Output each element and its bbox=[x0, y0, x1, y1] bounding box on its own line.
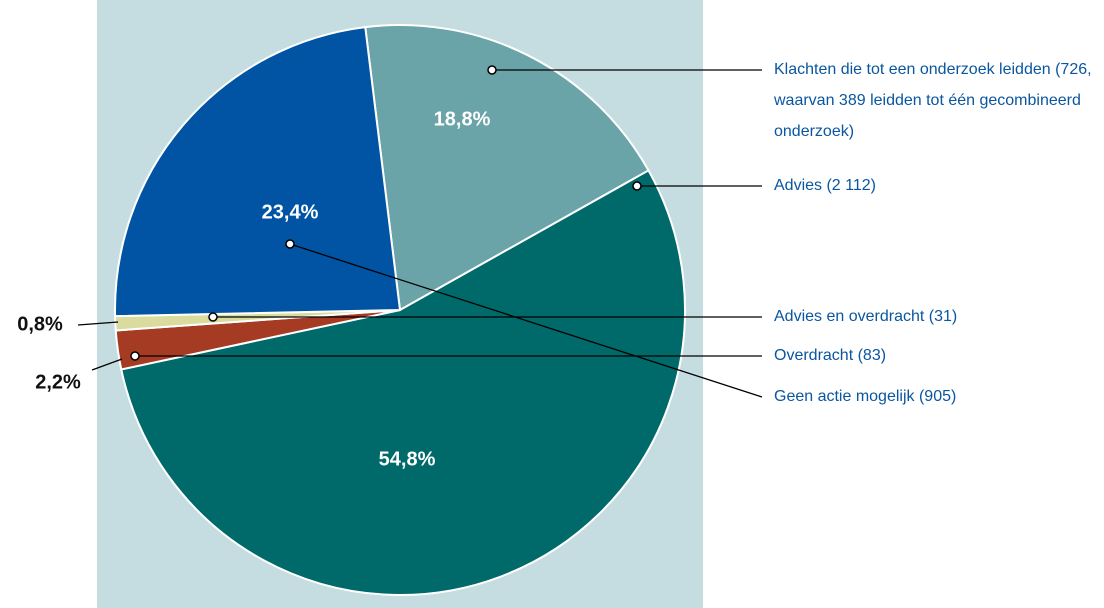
leader-dot bbox=[285, 239, 295, 249]
category-label: Overdracht (83) bbox=[774, 347, 887, 364]
category-label: Advies en overdracht (31) bbox=[774, 308, 958, 325]
category-label: Advies (2 112) bbox=[774, 177, 876, 194]
pie-slice bbox=[364, 24, 650, 312]
label-leader bbox=[91, 358, 123, 371]
label-leader bbox=[77, 321, 119, 326]
value-label: 54,8% bbox=[379, 448, 436, 470]
leader-dot bbox=[130, 351, 140, 361]
leader-dot bbox=[632, 181, 642, 191]
category-label: Klachten die tot een onderzoek leidden (… bbox=[774, 61, 1092, 140]
leader-dot bbox=[487, 65, 497, 75]
value-label: 0,8% bbox=[17, 313, 63, 335]
pie-slice bbox=[114, 26, 402, 318]
pie-slice bbox=[120, 169, 686, 596]
category-label: Geen actie mogelijk (905) bbox=[774, 388, 957, 405]
value-label: 18,8% bbox=[434, 108, 491, 130]
leader-dot bbox=[208, 312, 218, 322]
value-label: 23,4% bbox=[262, 201, 319, 223]
leader-line bbox=[289, 243, 763, 398]
value-label: 2,2% bbox=[35, 371, 81, 393]
